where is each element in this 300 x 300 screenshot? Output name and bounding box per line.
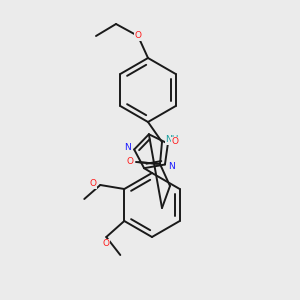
Text: N: N [169, 162, 175, 171]
Text: O: O [134, 32, 142, 40]
Text: O: O [103, 239, 110, 248]
Text: N: N [124, 143, 130, 152]
Text: O: O [127, 158, 134, 166]
Text: O: O [90, 179, 97, 188]
Text: O: O [171, 137, 178, 146]
Text: NH: NH [165, 136, 179, 145]
